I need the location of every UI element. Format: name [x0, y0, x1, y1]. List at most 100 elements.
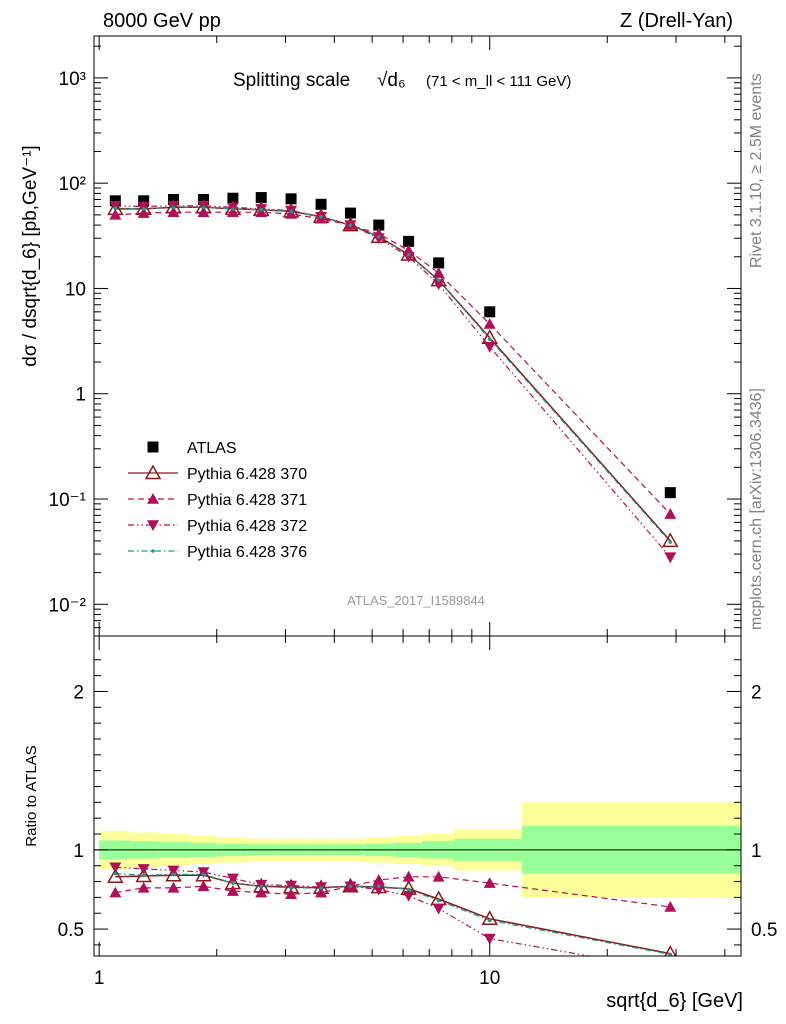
mcplots-label: mcplots.cern.ch [arXiv:1306.3436] — [748, 388, 765, 630]
data-point-pythia-6-428-371 — [372, 873, 385, 885]
data-point-pythia-6-428-371 — [137, 881, 150, 893]
ratio-y-tick-label-right: 2 — [751, 682, 762, 703]
data-point-atlas — [285, 193, 297, 205]
data-point-pythia-6-428-371 — [197, 880, 210, 892]
data-point-pythia-6-428-370 — [481, 910, 498, 926]
legend-label: Pythia 6.428 371 — [187, 492, 307, 509]
data-point-pythia-6-428-372 — [402, 891, 415, 902]
data-point-pythia-6-428-376 — [376, 234, 381, 239]
legend-label: Pythia 6.428 376 — [187, 544, 307, 561]
data-point-pythia-6-428-376 — [289, 209, 293, 214]
data-point-pythia-6-428-371 — [483, 877, 496, 888]
y-tick-label: 1 — [75, 385, 86, 406]
legend-marker — [151, 549, 155, 553]
plot-title: Splitting scale √d₆ (71 < m_ll < 111 GeV… — [233, 70, 571, 91]
plot-title-text: Splitting scale — [233, 70, 350, 91]
data-point-pythia-6-428-376 — [487, 918, 492, 923]
data-point-pythia-6-428-376 — [113, 871, 118, 876]
main-series-markers — [107, 192, 679, 564]
data-point-pythia-6-428-376 — [259, 884, 264, 889]
legend: ATLAS Pythia 6.428 370 Pythia 6.428 371 Pyt… — [128, 440, 307, 561]
data-point-pythia-6-428-372 — [137, 864, 150, 875]
data-point-pythia-6-428-371 — [109, 208, 122, 220]
data-point-pythia-6-428-370 — [135, 867, 152, 883]
data-point-pythia-6-428-372 — [372, 884, 385, 896]
data-point-atlas — [227, 192, 239, 204]
legend-item-pythia-6-428-376: Pythia 6.428 376 — [128, 544, 307, 561]
series-line-pythia-6-428-372 — [115, 205, 671, 558]
ratio-series-markers — [107, 862, 677, 956]
header-left: 8000 GeV pp — [103, 10, 221, 32]
header-right: Z (Drell-Yan) — [620, 10, 733, 32]
legend-marker — [147, 441, 159, 453]
x-tick-label: 1 — [94, 968, 105, 989]
data-point-pythia-6-428-376 — [259, 207, 264, 212]
data-point-atlas — [373, 219, 385, 231]
legend-marker — [147, 520, 159, 531]
plot-title-symbol: √d₆ — [377, 70, 406, 91]
series-line-pythia-6-428-370 — [115, 206, 671, 542]
legend-item-atlas: ATLAS — [147, 440, 237, 457]
data-point-pythia-6-428-376 — [436, 278, 441, 282]
data-point-pythia-6-428-371 — [483, 317, 496, 329]
data-point-pythia-6-428-370 — [664, 945, 677, 956]
data-point-atlas — [315, 198, 327, 210]
data-point-pythia-6-428-371 — [402, 870, 415, 882]
data-point-pythia-6-428-372 — [483, 933, 496, 945]
data-point-pythia-6-428-372 — [109, 862, 122, 874]
ratio-ylabel: Ratio to ATLAS — [23, 745, 40, 846]
data-point-pythia-6-428-372 — [432, 903, 445, 915]
data-point-pythia-6-428-370 — [662, 532, 679, 548]
legend-item-pythia-6-428-370: Pythia 6.428 370 — [128, 464, 307, 483]
data-point-atlas — [433, 257, 445, 269]
data-point-atlas — [255, 192, 267, 204]
data-point-pythia-6-428-376 — [668, 540, 673, 544]
data-point-pythia-6-428-376 — [231, 881, 235, 885]
legend-item-pythia-6-428-372: Pythia 6.428 372 — [128, 518, 307, 535]
data-point-pythia-6-428-372 — [432, 279, 445, 291]
data-point-pythia-6-428-376 — [141, 873, 146, 878]
ratio-y-tick-label: 2 — [73, 682, 84, 703]
data-point-pythia-6-428-376 — [487, 337, 492, 341]
ratio-y-tick-label: 0.5 — [58, 920, 84, 941]
data-point-pythia-6-428-371 — [285, 888, 298, 900]
data-point-pythia-6-428-376 — [406, 252, 411, 257]
series-line-pythia-6-428-371 — [115, 876, 671, 908]
data-point-pythia-6-428-376 — [319, 886, 323, 890]
data-point-pythia-6-428-372 — [483, 341, 496, 353]
data-point-pythia-6-428-376 — [406, 887, 411, 892]
y-tick-label: 10⁻¹ — [49, 490, 87, 511]
data-point-pythia-6-428-371 — [664, 508, 677, 519]
data-point-pythia-6-428-376 — [231, 207, 235, 211]
y-tick-label: 10³ — [59, 69, 86, 90]
data-point-pythia-6-428-376 — [171, 872, 176, 877]
data-point-atlas — [403, 235, 415, 247]
data-point-pythia-6-428-372 — [226, 873, 239, 885]
x-axis-label: sqrt{d_6} [GeV] — [606, 990, 743, 1012]
data-point-pythia-6-428-371 — [167, 881, 180, 893]
analysis-watermark: ATLAS_2017_I1589844 — [347, 593, 485, 608]
y-tick-label: 10⁻² — [49, 595, 87, 616]
data-point-pythia-6-428-376 — [141, 207, 146, 211]
data-point-pythia-6-428-370 — [165, 866, 182, 882]
data-point-pythia-6-428-376 — [171, 205, 176, 210]
legend-label: Pythia 6.428 370 — [187, 466, 307, 483]
ratio-panel-frame — [93, 635, 742, 957]
data-point-atlas — [344, 207, 356, 219]
data-point-pythia-6-428-371 — [255, 886, 268, 898]
y-tick-label: 10² — [59, 174, 86, 195]
x-tick-label: 10 — [479, 968, 500, 989]
legend-marker — [147, 493, 159, 504]
data-point-pythia-6-428-371 — [109, 886, 122, 898]
data-point-pythia-6-428-372 — [167, 865, 180, 877]
ratio-series-lines — [115, 866, 671, 956]
ratio-y-tick-label-right: 0.5 — [751, 920, 777, 941]
data-point-pythia-6-428-376 — [668, 952, 673, 956]
data-point-pythia-6-428-376 — [376, 884, 381, 889]
data-point-pythia-6-428-376 — [113, 206, 118, 210]
series-line-pythia-6-428-376 — [115, 206, 671, 543]
data-point-pythia-6-428-372 — [402, 251, 415, 263]
rivet-label: Rivet 3.1.10, ≥ 2.5M events — [748, 73, 765, 268]
data-point-pythia-6-428-371 — [226, 885, 239, 896]
